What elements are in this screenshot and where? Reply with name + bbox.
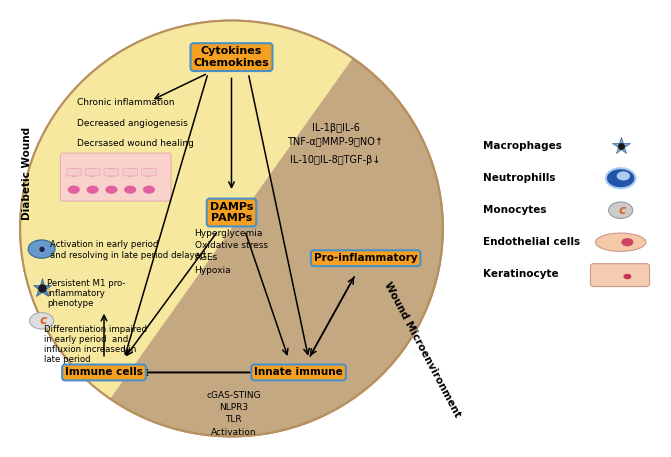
Text: in early period  and: in early period and [44, 335, 128, 344]
Text: TNF-α、MMP-9、NO↑: TNF-α、MMP-9、NO↑ [287, 137, 384, 147]
Text: Innate immune: Innate immune [254, 367, 343, 377]
Text: Chronic inflammation: Chronic inflammation [77, 98, 174, 107]
Ellipse shape [20, 21, 443, 436]
Text: Decreased angiogenesis: Decreased angiogenesis [77, 119, 188, 128]
Text: Monocytes: Monocytes [483, 205, 547, 215]
Text: NLPR3: NLPR3 [219, 403, 248, 412]
Polygon shape [20, 21, 353, 399]
Text: Cytokines
Chemokines: Cytokines Chemokines [194, 46, 269, 68]
Circle shape [124, 168, 136, 176]
Ellipse shape [596, 233, 646, 251]
Text: Keratinocyte: Keratinocyte [483, 269, 559, 279]
Text: inflammatory: inflammatory [47, 289, 105, 298]
FancyBboxPatch shape [60, 153, 171, 201]
Text: Oxidative stress: Oxidative stress [195, 241, 268, 250]
Text: TLR: TLR [225, 415, 242, 425]
Text: cGAS-STING: cGAS-STING [206, 391, 261, 400]
Text: Endothelial cells: Endothelial cells [483, 237, 580, 247]
Circle shape [621, 238, 633, 246]
FancyBboxPatch shape [104, 169, 119, 176]
FancyBboxPatch shape [123, 169, 138, 176]
Circle shape [68, 186, 80, 194]
Circle shape [606, 168, 635, 188]
Text: and resolving in late period delayed: and resolving in late period delayed [50, 251, 206, 260]
Text: phenotype: phenotype [47, 299, 93, 308]
Text: IL-10、IL-8、TGF-β↓: IL-10、IL-8、TGF-β↓ [291, 155, 380, 165]
Text: Hypoxia: Hypoxia [195, 266, 231, 275]
Text: c: c [40, 314, 46, 327]
FancyBboxPatch shape [66, 169, 81, 176]
Text: influxion increased in: influxion increased in [44, 345, 136, 354]
Circle shape [143, 186, 155, 194]
Circle shape [124, 186, 136, 194]
FancyBboxPatch shape [590, 264, 650, 287]
Text: late period: late period [44, 355, 90, 364]
Text: Macrophages: Macrophages [483, 141, 562, 151]
Circle shape [30, 313, 54, 329]
Circle shape [28, 240, 55, 258]
FancyBboxPatch shape [142, 169, 156, 176]
Circle shape [623, 274, 631, 279]
Text: Activation: Activation [211, 428, 256, 437]
Circle shape [87, 168, 99, 176]
Text: c: c [619, 204, 625, 217]
Circle shape [617, 171, 630, 181]
Text: Persistent M1 pro-: Persistent M1 pro- [47, 279, 125, 288]
Text: DAMPs
PAMPs: DAMPs PAMPs [210, 202, 253, 223]
Text: Neutrophills: Neutrophills [483, 173, 556, 183]
Circle shape [105, 168, 117, 176]
Text: Wound Microenvironment: Wound Microenvironment [382, 280, 463, 419]
Circle shape [87, 186, 99, 194]
Text: IL-1β、IL-6: IL-1β、IL-6 [311, 123, 360, 133]
Text: AGEs: AGEs [195, 253, 218, 262]
Circle shape [68, 168, 80, 176]
FancyBboxPatch shape [85, 169, 100, 176]
Text: Activation in early period: Activation in early period [50, 240, 159, 249]
Text: Decrsased wound healing: Decrsased wound healing [77, 139, 194, 149]
Text: ●: ● [38, 246, 45, 252]
Circle shape [143, 168, 155, 176]
Text: Hyperglycemia: Hyperglycemia [195, 228, 263, 238]
Text: Diabetic Wound: Diabetic Wound [22, 127, 32, 220]
Circle shape [105, 186, 117, 194]
Text: Pro-inflammatory: Pro-inflammatory [314, 253, 417, 263]
Circle shape [609, 202, 633, 218]
Text: Immune cells: Immune cells [65, 367, 143, 377]
Text: Differentiation impaired: Differentiation impaired [44, 324, 147, 334]
